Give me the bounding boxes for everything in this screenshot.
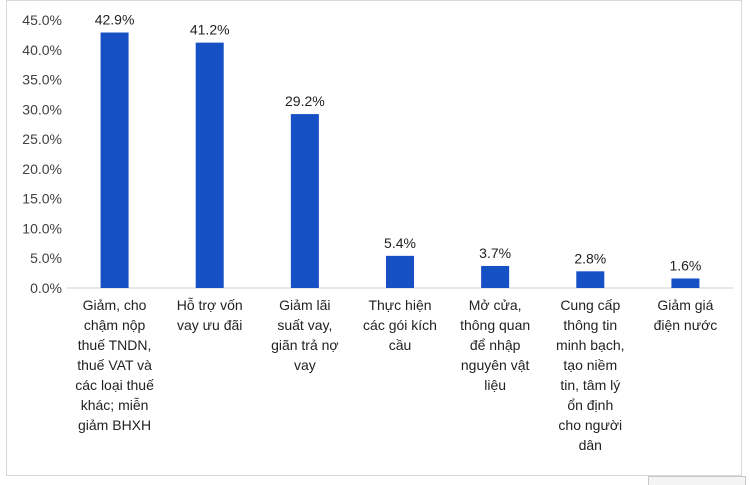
bar[interactable] xyxy=(386,255,414,288)
category-label-line: thông tin xyxy=(563,317,617,333)
category-label-line: các gói kích xyxy=(363,317,437,333)
data-label: 2.8% xyxy=(574,250,606,266)
y-tick-label: 0.0% xyxy=(30,280,62,296)
category-label: Thực hiện các gói kích cầu xyxy=(363,297,437,353)
category-label-line: Cung cấp xyxy=(560,297,620,313)
category-label-line: liệu xyxy=(484,377,506,393)
y-tick-label: 45.0% xyxy=(22,12,62,28)
category-label-line: vay xyxy=(294,357,316,373)
category-label-line: Thực hiện xyxy=(368,297,431,313)
category-label: Giảm lãi suất vay, giãn trả nợ vay xyxy=(271,297,339,373)
category-label: Mở cửa, thông quan để nhập nguyên vật liệu xyxy=(460,297,530,393)
category-label-line: thuế VAT và xyxy=(77,357,152,373)
category-label-line: các loại thuế xyxy=(75,377,154,393)
category-label-line: tạo niềm xyxy=(563,357,617,373)
data-label: 42.9% xyxy=(95,12,135,28)
bar[interactable] xyxy=(481,265,510,288)
category-label-line: Mở cửa, xyxy=(469,297,522,313)
category-label-line: thông quan xyxy=(460,317,530,333)
category-label-line: tin, tâm lý xyxy=(560,377,620,393)
y-tick-label: 30.0% xyxy=(22,101,62,117)
sheet-tab-edge xyxy=(648,476,746,485)
category-label: Hỗ trợ vốn vay ưu đãi xyxy=(177,297,243,333)
bar[interactable] xyxy=(290,114,319,288)
bar[interactable] xyxy=(100,32,129,288)
y-tick-label: 25.0% xyxy=(22,131,62,147)
category-label-line: giãn trả nợ xyxy=(271,337,339,353)
category-label-line: giảm BHXH xyxy=(78,417,151,433)
category-label-line: Giảm, cho xyxy=(83,297,147,313)
y-tick-label: 40.0% xyxy=(22,42,62,58)
bar[interactable] xyxy=(576,271,605,288)
data-label: 3.7% xyxy=(479,245,511,261)
category-label-line: Hỗ trợ vốn xyxy=(177,297,243,313)
category-label-line: để nhập xyxy=(470,337,521,353)
category-label: Cung cấp thông tin minh bạch, tạo niềm tin, … xyxy=(556,297,624,453)
category-label: Giảm giá điện nước xyxy=(654,297,718,333)
data-label: 29.2% xyxy=(285,93,325,109)
category-label-line: nguyên vật xyxy=(461,357,530,373)
y-tick-label: 35.0% xyxy=(22,72,62,88)
category-label-line: vay ưu đãi xyxy=(177,317,242,333)
bar[interactable] xyxy=(671,278,700,288)
category-label-line: ổn định xyxy=(567,397,613,413)
category-label-line: khác; miễn xyxy=(81,397,149,413)
category-label-line: minh bạch, xyxy=(556,337,624,353)
category-label-line: dân xyxy=(579,437,602,453)
bar-chart: 0.0% 5.0% 10.0% 15.0% 20.0% 25.0% 30.0% 35.0% 40… xyxy=(22,12,733,453)
category-label: Giảm, cho chậm nộp thuế TNDN, thuế VAT và cá… xyxy=(75,297,154,433)
category-label-line: Giảm lãi xyxy=(279,297,330,313)
data-label: 1.6% xyxy=(669,257,701,273)
y-tick-label: 20.0% xyxy=(22,161,62,177)
data-label: 5.4% xyxy=(384,235,416,251)
bar[interactable] xyxy=(195,42,224,289)
data-label: 41.2% xyxy=(190,22,230,38)
y-tick-label: 15.0% xyxy=(22,191,62,207)
y-tick-label: 10.0% xyxy=(22,220,62,236)
category-label-line: thuế TNDN, xyxy=(78,337,152,353)
category-label-line: cầu xyxy=(389,337,412,353)
category-label-line: Giảm giá xyxy=(657,297,713,313)
category-label-line: chậm nộp xyxy=(84,317,146,333)
y-tick-label: 5.0% xyxy=(30,250,62,266)
chart-container: 0.0% 5.0% 10.0% 15.0% 20.0% 25.0% 30.0% 35.0% 40… xyxy=(6,0,742,476)
category-label-line: suất vay, xyxy=(277,317,332,333)
category-label-line: cho người xyxy=(558,417,622,433)
category-label-line: điện nước xyxy=(654,317,718,333)
